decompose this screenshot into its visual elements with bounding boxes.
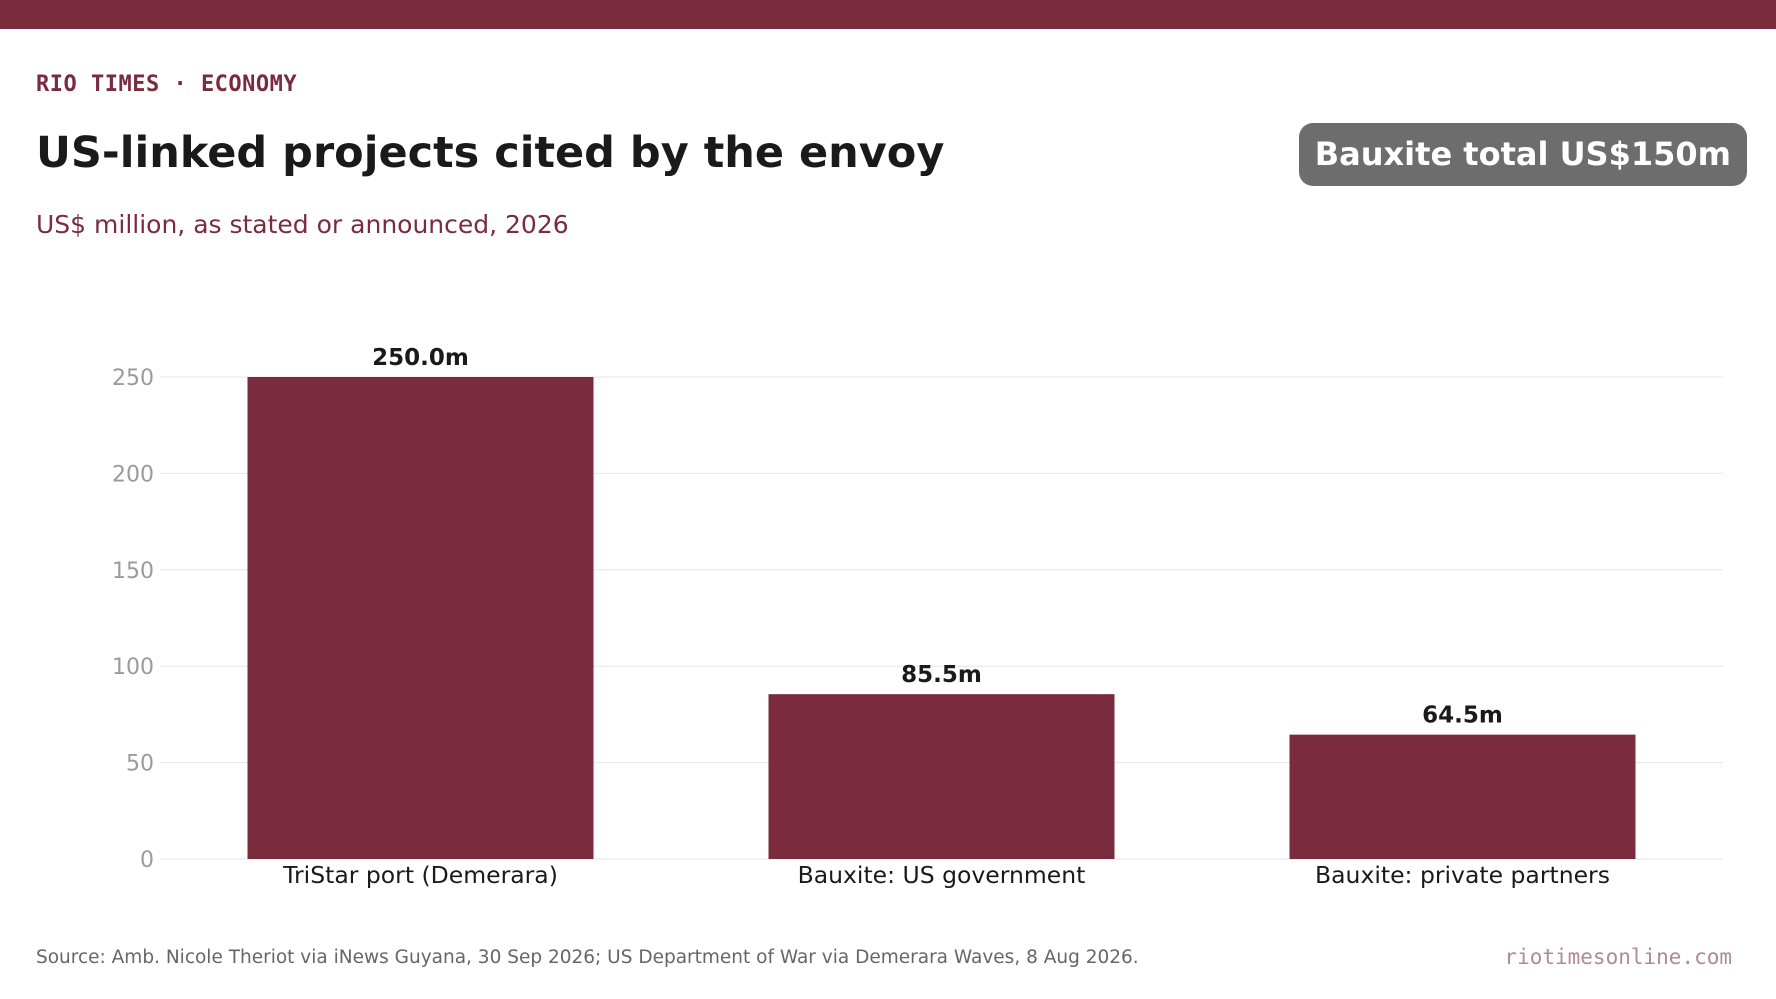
chart-title: US-linked projects cited by the envoy — [36, 128, 945, 178]
site-link[interactable]: riotimesonline.com — [1504, 945, 1732, 969]
y-tick-label: 250 — [112, 366, 154, 391]
x-category-label: Bauxite: US government — [798, 861, 1086, 889]
y-tick-label: 0 — [140, 848, 154, 873]
y-tick-label: 200 — [112, 462, 154, 487]
bar — [1289, 734, 1636, 859]
bar-value-label: 85.5m — [901, 662, 982, 688]
y-tick-label: 100 — [112, 655, 154, 680]
section-kicker: RIO TIMES · ECONOMY — [36, 72, 298, 97]
source-note: Source: Amb. Nicole Theriot via iNews Gu… — [36, 947, 1139, 968]
y-tick-label: 150 — [112, 559, 154, 584]
y-axis-ticks: 0 50 100 150 200 250 — [112, 366, 154, 873]
y-tick-label: 50 — [126, 752, 154, 777]
bar — [247, 377, 594, 859]
x-category-label: TriStar port (Demerara) — [282, 861, 558, 889]
chart-subtitle: US$ million, as stated or announced, 202… — [36, 210, 569, 239]
value-labels: 250.0m 85.5m 64.5m — [372, 345, 1503, 729]
bar-value-label: 64.5m — [1422, 703, 1503, 729]
bar-value-label: 250.0m — [372, 345, 469, 371]
top-accent-bar — [0, 0, 1776, 29]
bar — [768, 694, 1115, 859]
bars — [247, 377, 1636, 859]
x-axis-categories: TriStar port (Demerara) Bauxite: US gover… — [282, 861, 1610, 889]
bauxite-total-badge: Bauxite total US$150m — [1298, 123, 1747, 186]
x-category-label: Bauxite: private partners — [1315, 861, 1610, 889]
